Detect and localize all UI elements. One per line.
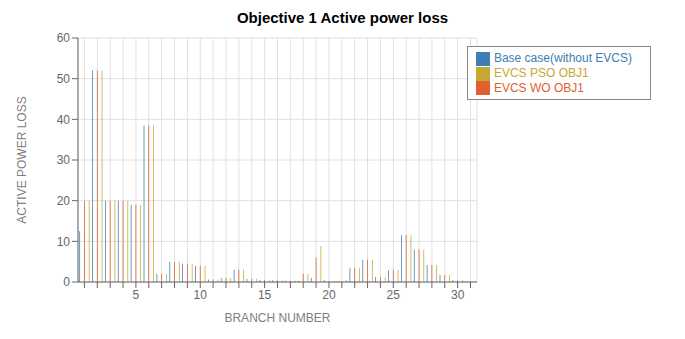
svg-text:5: 5 <box>133 288 140 302</box>
svg-text:30: 30 <box>57 153 71 167</box>
svg-text:10: 10 <box>194 288 208 302</box>
svg-text:40: 40 <box>57 113 71 127</box>
svg-text:25: 25 <box>387 288 401 302</box>
svg-text:20: 20 <box>322 288 336 302</box>
svg-text:0: 0 <box>63 275 70 289</box>
html-text:EVCS WO OBJ1: EVCS WO OBJ1 <box>493 80 584 95</box>
svg-text:60: 60 <box>57 31 71 45</box>
svg-text:50: 50 <box>57 72 71 86</box>
html-text:Objective 1 Active power loss: Objective 1 Active power loss <box>236 9 449 26</box>
html-text:EVCS PSO OBJ1: EVCS PSO OBJ1 <box>493 65 589 80</box>
svg-text:20: 20 <box>57 194 71 208</box>
svg-text:15: 15 <box>258 288 272 302</box>
svg-text:BRANCH NUMBER: BRANCH NUMBER <box>224 311 330 325</box>
svg-text:30: 30 <box>451 288 465 302</box>
html-text:Base case(without EVCS): Base case(without EVCS) <box>493 51 632 65</box>
svg-text:ACTIVE POWER LOSS: ACTIVE POWER LOSS <box>15 96 29 223</box>
svg-text:10: 10 <box>57 235 71 249</box>
